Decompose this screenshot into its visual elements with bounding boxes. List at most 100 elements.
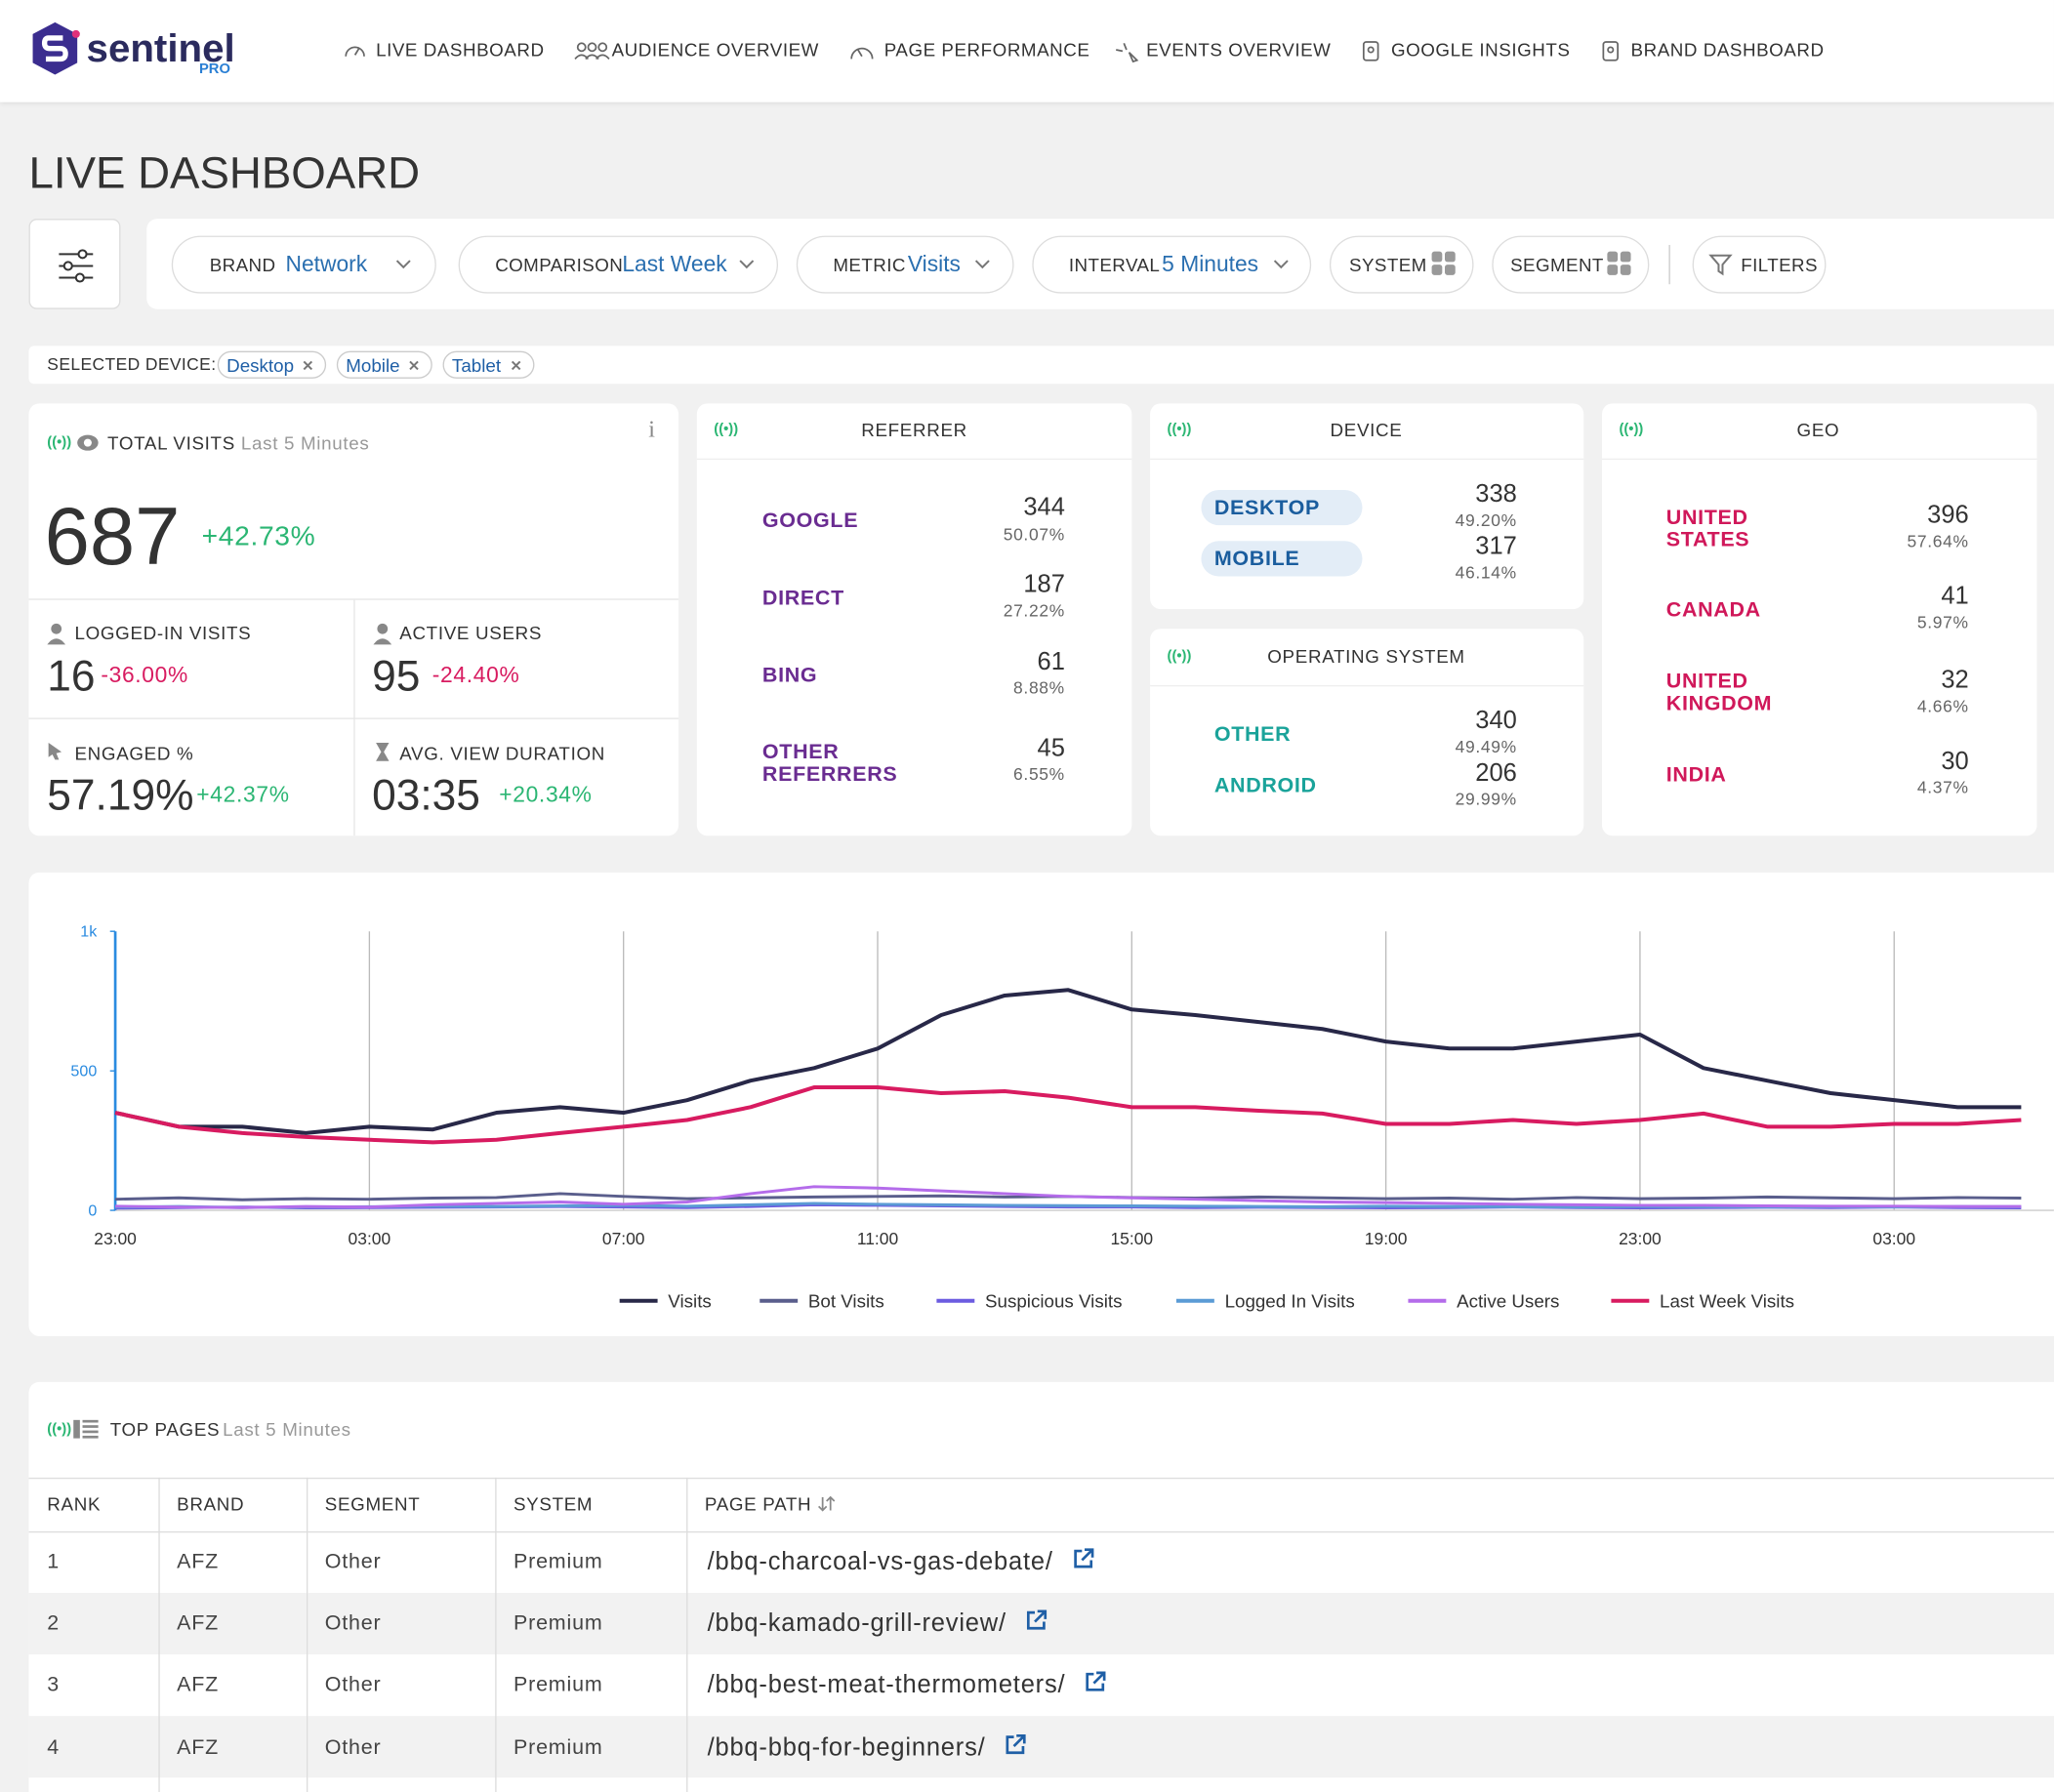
- device-count: 317: [1475, 533, 1517, 561]
- os-share: 49.49%: [1455, 736, 1517, 757]
- geo-count: 396: [1927, 502, 1969, 530]
- page-path-link[interactable]: /bbq-bbq-for-beginners/: [707, 1733, 986, 1763]
- divider: [1150, 458, 1584, 461]
- live-icon: ((•)): [1619, 422, 1644, 438]
- series-line: [114, 988, 2022, 1135]
- chart: 23:00 03:00 07:00 11:00 15:00 19:00 23:00 03:00…: [70, 923, 2054, 1311]
- table-cell: AFZ: [177, 1551, 220, 1573]
- device-pill: [1201, 489, 1363, 526]
- live-icon: ((•)): [714, 422, 739, 438]
- chip-text: Desktop: [226, 354, 295, 377]
- nav-item[interactable]: BRAND DASHBOARD: [1630, 39, 1825, 61]
- table-cell: Other: [324, 1551, 382, 1573]
- table-cell: Premium: [513, 1736, 603, 1760]
- device-name: MOBILE: [1213, 548, 1300, 571]
- legend-label: Logged In Visits: [1225, 1290, 1355, 1311]
- table-cell: AFZ: [177, 1674, 220, 1697]
- geo-share: 57.64%: [1907, 531, 1969, 551]
- device-label: SELECTED DEVICE:: [47, 354, 217, 375]
- filter-system[interactable]: [1329, 235, 1474, 294]
- divider: [696, 458, 1132, 461]
- legend-label: Suspicious Visits: [985, 1290, 1122, 1311]
- nav-item[interactable]: PAGE PERFORMANCE: [883, 39, 1090, 61]
- table-cell: Other: [324, 1736, 382, 1760]
- chip[interactable]: [442, 350, 535, 379]
- series-line: [115, 1185, 2022, 1209]
- chip-text: Mobile: [346, 354, 400, 377]
- filter-comparison[interactable]: [458, 235, 779, 294]
- filter-segment[interactable]: [1492, 235, 1650, 294]
- filter-label: FILTERS: [1741, 254, 1818, 275]
- column-header: BRAND: [177, 1492, 245, 1515]
- filter-metric[interactable]: [796, 235, 1014, 294]
- referrer-name: OTHER REFERRERS: [761, 741, 898, 787]
- list-icon: [73, 1419, 99, 1439]
- filter-value: Last Week: [622, 251, 727, 277]
- live-icon: ((•)): [47, 434, 72, 451]
- metric-label: AVG. VIEW DURATION: [399, 742, 605, 764]
- divider: [28, 1530, 2054, 1533]
- y-tick-label: 0: [88, 1201, 97, 1219]
- card-title: REFERRER: [861, 419, 967, 440]
- column-header[interactable]: PAGE PATH: [704, 1492, 812, 1515]
- period: Last 5 Minutes: [223, 1418, 351, 1440]
- filter-brand[interactable]: [171, 235, 436, 294]
- device-name: DESKTOP: [1213, 497, 1320, 520]
- page-path-link[interactable]: /bbq-kamado-grill-review/: [707, 1609, 1006, 1638]
- external-link[interactable]: [1084, 1670, 1107, 1693]
- live-icon: ((•)): [47, 1421, 72, 1438]
- device-pill: [1201, 541, 1363, 577]
- chip[interactable]: [217, 350, 327, 379]
- metric-change: +42.37%: [196, 782, 290, 807]
- chip[interactable]: [336, 350, 432, 379]
- os-count: 340: [1475, 707, 1517, 735]
- live-icon: ((•)): [1167, 648, 1192, 665]
- referrer-count: 61: [1037, 648, 1065, 676]
- filter-label: BRAND: [209, 254, 276, 275]
- settings-button[interactable]: [28, 219, 121, 309]
- chip-close-icons[interactable]: [0, 359, 551, 372]
- legend-label: Visits: [668, 1290, 711, 1311]
- external-link[interactable]: [1072, 1547, 1095, 1570]
- table-cell: Premium: [513, 1674, 603, 1697]
- total-value: 687: [44, 491, 181, 583]
- referrer-share: 6.55%: [1013, 764, 1065, 785]
- top-bar: [0, 0, 2054, 102]
- filter-interval[interactable]: [1032, 235, 1312, 294]
- info-icon[interactable]: i: [648, 416, 655, 442]
- table-cell: AFZ: [177, 1736, 220, 1760]
- table-cell: 2: [47, 1612, 61, 1635]
- external-link[interactable]: [1004, 1733, 1027, 1757]
- logo-text[interactable]: sentinel: [86, 27, 235, 71]
- nav-icons: [345, 41, 1619, 63]
- filter-value: 5 Minutes: [1162, 251, 1259, 277]
- page-path-link[interactable]: /bbq-charcoal-vs-gas-debate/: [707, 1548, 1053, 1576]
- divider: [1602, 458, 2037, 461]
- device-share: 46.14%: [1455, 562, 1517, 583]
- table-cell: Premium: [513, 1551, 603, 1573]
- filter-icons: [395, 251, 1733, 276]
- filter-filters[interactable]: [1692, 235, 1827, 294]
- geo-share: 4.37%: [1916, 777, 1969, 797]
- nav-item[interactable]: EVENTS OVERVIEW: [1146, 39, 1332, 61]
- logo-icon[interactable]: [29, 20, 82, 77]
- nav-item[interactable]: AUDIENCE OVERVIEW: [611, 39, 819, 61]
- referrer-name: BING: [761, 665, 818, 687]
- os-name: ANDROID: [1213, 774, 1317, 797]
- x-tick-label: 03:00: [349, 1229, 391, 1248]
- geo-card: [1602, 403, 2037, 836]
- divider: [28, 598, 679, 600]
- col-divider: [158, 1477, 160, 1792]
- filter-label: SYSTEM: [1349, 254, 1427, 275]
- sort-icon[interactable]: [817, 1494, 836, 1513]
- external-link[interactable]: [1025, 1609, 1048, 1632]
- col-divider: [306, 1477, 308, 1792]
- series-line: [114, 1085, 2022, 1145]
- page-path-link[interactable]: /bbq-best-meat-thermometers/: [707, 1671, 1066, 1699]
- nav-item[interactable]: LIVE DASHBOARD: [376, 39, 545, 61]
- nav-item[interactable]: GOOGLE INSIGHTS: [1390, 39, 1571, 61]
- live-icon: ((•)): [1167, 422, 1192, 438]
- device-count: 338: [1475, 480, 1517, 509]
- table-cell: AFZ: [177, 1612, 220, 1635]
